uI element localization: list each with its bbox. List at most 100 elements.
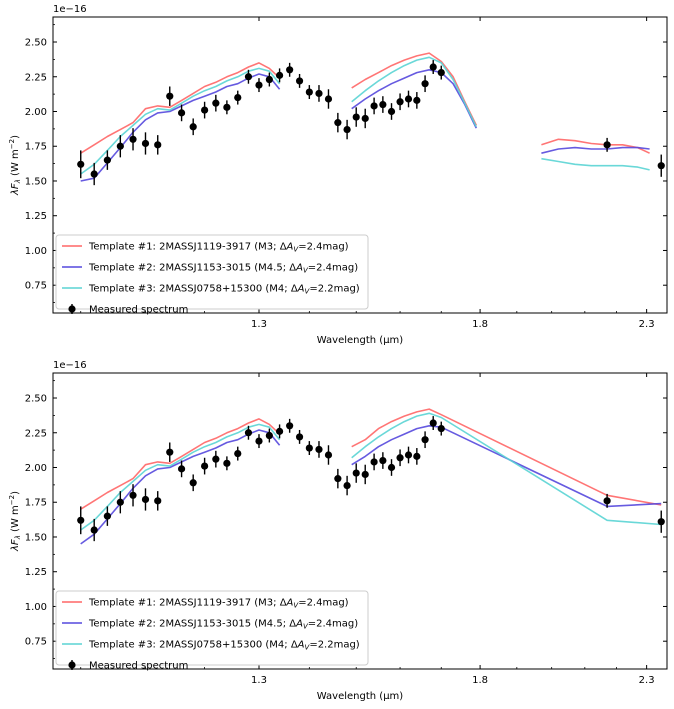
legend-label-template-1: Template #1: 2MASSJ1119-3917 (M3; ΔAV=2.… [88,598,349,610]
axes-frame [52,16,668,314]
legend-label-template-3: Template #3: 2MASSJ0758+15300 (M4; ΔAV=2… [88,640,360,652]
y-axis-label: λFλ (W m−2) [8,491,22,552]
y-tick-label: 1.50 [25,532,47,543]
data-point [201,462,209,470]
data-point [404,95,413,103]
series-line-template-1-segment-1 [80,62,281,154]
data-point [396,454,404,462]
data-point [103,156,111,164]
legend-label-template-1: Template #1: 2MASSJ1119-3917 (M3; ΔAV=2.… [88,242,349,254]
y-tick-label: 1.25 [25,567,47,578]
x-tick-label: 1.3 [251,319,267,330]
legend-box [55,234,369,310]
y-tick-label: 1.75 [25,498,47,509]
data-point [223,459,231,467]
data-point [223,103,231,111]
legend-swatch-measured [68,305,76,313]
data-point [370,102,378,110]
data-point [343,125,351,134]
y-tick-label: 1.00 [25,246,47,257]
legend-swatch-measured [68,661,76,669]
data-point [603,497,611,505]
series-line-template-3-segment-2 [351,56,478,128]
y-tick-label: 1.25 [25,211,47,222]
data-point [77,160,85,168]
data-point [244,73,253,81]
data-point [286,422,294,430]
data-point [352,113,360,121]
y-tick-label: 1.50 [25,176,47,187]
data-point [603,141,611,149]
data-point [177,465,186,473]
series-line-template-3-segment-1 [80,423,281,531]
data-point [305,88,313,96]
y-axis-label: λFλ (W m−2) [8,135,22,196]
data-point [189,123,197,131]
x-tick-label: 2.3 [639,675,655,686]
series-line-template-1-segment-2 [351,408,662,506]
data-point [212,99,220,107]
data-point [295,433,304,441]
data-point [166,92,174,100]
y-tick-label: 2.00 [25,463,47,474]
data-point [255,437,263,445]
bottom-panel: 0.75 1.00 1.25 1.50 1.75 2.00 2.25 2.50 1.3 1.8 2.… [8,360,668,702]
y-tick-label: 0.75 [25,281,47,292]
y-tick-label: 2.00 [25,107,47,118]
data-point [103,512,111,520]
x-axis-label: Wavelength (μm) [317,335,404,346]
data-point [437,424,445,433]
data-point [265,75,273,84]
data-point [396,98,404,106]
data-point [315,89,323,98]
data-point [154,141,162,149]
data-point [334,475,342,483]
data-point [343,481,351,490]
data-point [234,450,242,458]
axes-frame [52,372,668,670]
series-line-template-2-segment-2 [351,69,478,129]
series-line-template-3-segment-2 [351,412,662,526]
data-point [90,526,98,534]
legend-box [55,590,369,666]
data-point [657,518,665,526]
series-line-template-3-segment-1 [80,67,281,175]
series-line-template-1-segment-1 [80,418,281,510]
data-point [352,469,360,477]
data-point [141,495,150,504]
data-point [413,452,421,460]
data-point [129,491,137,499]
data-point [129,135,137,143]
data-point [275,71,284,79]
x-tick-label: 1.3 [251,675,267,686]
data-point [116,498,124,506]
data-point [324,451,333,459]
legend-label-template-2: Template #2: 2MASSJ1153-3015 (M4.5; ΔAV=… [88,619,358,631]
data-point [379,456,387,465]
data-point [189,479,197,487]
y-tick-label: 1.75 [25,142,47,153]
series-line-template-2-segment-3 [541,146,650,154]
data-point [361,114,369,123]
data-point [429,63,437,71]
data-point [404,451,413,459]
data-point [77,516,85,524]
data-point [201,106,209,114]
data-point [421,80,429,88]
legend-label-template-2: Template #2: 2MASSJ1153-3015 (M4.5; ΔAV=… [88,263,358,275]
data-point [141,139,150,148]
legend-label-measured: Measured spectrum [89,305,188,316]
data-point [334,119,342,127]
y-scale-label: 1e−16 [53,360,87,371]
y-tick-label: 2.25 [25,428,47,439]
data-point [437,68,445,77]
data-point [177,109,186,117]
y-tick-label: 2.50 [25,394,47,405]
data-point [413,96,421,104]
y-tick-label: 1.00 [25,602,47,613]
data-point [379,100,387,109]
data-point [90,170,98,178]
series-line-template-1-segment-2 [351,52,478,126]
data-point [324,95,333,103]
data-point [234,94,242,102]
